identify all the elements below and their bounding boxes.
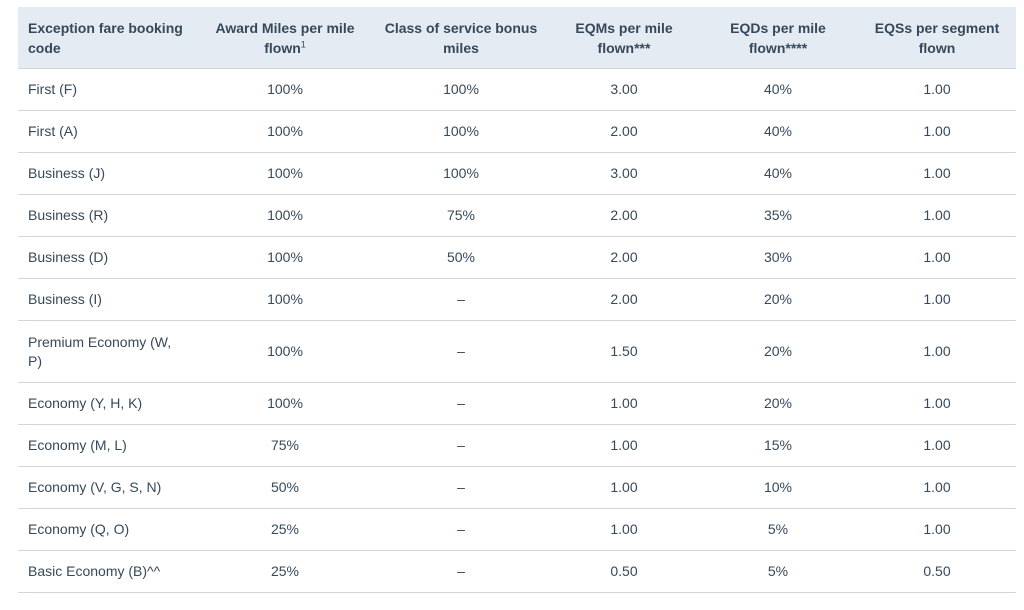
cell-eqss: 1.00 — [858, 320, 1016, 383]
table-row: Economy (Q, O) 25% – 1.00 5% 1.00 — [18, 508, 1016, 551]
header-eqms: EQMs per mile flown*** — [550, 7, 698, 69]
cell-booking-code: Premium Economy (W, P) — [18, 320, 198, 383]
cell-class-bonus: – — [372, 508, 550, 551]
cell-booking-code: Basic Economy (B)^^ — [18, 550, 198, 593]
cell-eqms: 1.00 — [550, 508, 698, 551]
cell-eqds: 40% — [698, 110, 858, 153]
cell-eqds: 20% — [698, 320, 858, 383]
table-row: Business (R) 100% 75% 2.00 35% 1.00 — [18, 194, 1016, 237]
table-row: Basic Economy (B)^^ 25% – 0.50 5% 0.50 — [18, 550, 1016, 593]
cell-class-bonus: 100% — [372, 110, 550, 153]
cell-eqss: 1.00 — [858, 424, 1016, 467]
cell-booking-code: Business (J) — [18, 152, 198, 195]
header-booking-code: Exception fare booking code — [18, 7, 198, 69]
cell-class-bonus: 75% — [372, 194, 550, 237]
cell-award-miles: 100% — [198, 278, 372, 321]
table-row: First (A) 100% 100% 2.00 40% 1.00 — [18, 110, 1016, 153]
cell-award-miles: 50% — [198, 466, 372, 509]
cell-award-miles: 100% — [198, 68, 372, 111]
cell-eqds: 40% — [698, 68, 858, 111]
header-row: Exception fare booking code Award Miles … — [18, 7, 1016, 69]
cell-award-miles: 25% — [198, 508, 372, 551]
header-class-bonus: Class of service bonus miles — [372, 7, 550, 69]
cell-eqds: 10% — [698, 466, 858, 509]
cell-award-miles: 100% — [198, 236, 372, 279]
table-row: Business (I) 100% – 2.00 20% 1.00 — [18, 278, 1016, 321]
cell-eqds: 30% — [698, 236, 858, 279]
table-row: Economy (V, G, S, N) 50% – 1.00 10% 1.00 — [18, 466, 1016, 509]
cell-class-bonus: – — [372, 320, 550, 383]
cell-class-bonus: 100% — [372, 152, 550, 195]
exception-fare-table: Exception fare booking code Award Miles … — [18, 7, 1016, 593]
table-row: Business (J) 100% 100% 3.00 40% 1.00 — [18, 152, 1016, 195]
cell-eqss: 1.00 — [858, 110, 1016, 153]
table-row: Economy (Y, H, K) 100% – 1.00 20% 1.00 — [18, 382, 1016, 425]
cell-eqms: 1.00 — [550, 382, 698, 425]
cell-booking-code: Economy (Q, O) — [18, 508, 198, 551]
header-award-miles-label: Award Miles per mile flown — [215, 19, 355, 56]
cell-booking-code: First (F) — [18, 68, 198, 111]
cell-class-bonus: 50% — [372, 236, 550, 279]
cell-class-bonus: 100% — [372, 68, 550, 111]
cell-award-miles: 100% — [198, 110, 372, 153]
cell-booking-code: Economy (M, L) — [18, 424, 198, 467]
cell-eqss: 1.00 — [858, 382, 1016, 425]
cell-award-miles: 100% — [198, 382, 372, 425]
cell-booking-code: Business (D) — [18, 236, 198, 279]
cell-eqds: 20% — [698, 278, 858, 321]
header-award-miles: Award Miles per mile flown1 — [198, 7, 372, 69]
cell-booking-code: Economy (Y, H, K) — [18, 382, 198, 425]
cell-eqss: 1.00 — [858, 466, 1016, 509]
cell-award-miles: 100% — [198, 320, 372, 383]
cell-eqss: 1.00 — [858, 194, 1016, 237]
cell-award-miles: 100% — [198, 194, 372, 237]
cell-class-bonus: – — [372, 382, 550, 425]
cell-award-miles: 25% — [198, 550, 372, 593]
cell-eqss: 0.50 — [858, 550, 1016, 593]
table-row: Economy (M, L) 75% – 1.00 15% 1.00 — [18, 424, 1016, 467]
cell-eqss: 1.00 — [858, 152, 1016, 195]
cell-award-miles: 75% — [198, 424, 372, 467]
cell-class-bonus: – — [372, 550, 550, 593]
cell-eqms: 1.00 — [550, 424, 698, 467]
cell-eqms: 2.00 — [550, 110, 698, 153]
table-row: First (F) 100% 100% 3.00 40% 1.00 — [18, 68, 1016, 111]
cell-booking-code: Economy (V, G, S, N) — [18, 466, 198, 509]
cell-class-bonus: – — [372, 278, 550, 321]
cell-eqds: 15% — [698, 424, 858, 467]
cell-eqms: 3.00 — [550, 152, 698, 195]
cell-booking-code: Business (R) — [18, 194, 198, 237]
table-header: Exception fare booking code Award Miles … — [18, 7, 1016, 69]
fare-table-container: Exception fare booking code Award Miles … — [18, 7, 1016, 593]
cell-eqss: 1.00 — [858, 236, 1016, 279]
cell-eqss: 1.00 — [858, 68, 1016, 111]
cell-class-bonus: – — [372, 424, 550, 467]
award-miles-footnote: 1 — [300, 38, 306, 49]
cell-eqds: 35% — [698, 194, 858, 237]
cell-eqss: 1.00 — [858, 278, 1016, 321]
cell-booking-code: Business (I) — [18, 278, 198, 321]
cell-eqms: 1.00 — [550, 466, 698, 509]
cell-class-bonus: – — [372, 466, 550, 509]
cell-award-miles: 100% — [198, 152, 372, 195]
header-eqss: EQSs per segment flown — [858, 7, 1016, 69]
cell-eqss: 1.00 — [858, 508, 1016, 551]
cell-booking-code: First (A) — [18, 110, 198, 153]
cell-eqds: 20% — [698, 382, 858, 425]
header-eqds: EQDs per mile flown**** — [698, 7, 858, 69]
cell-eqms: 2.00 — [550, 194, 698, 237]
cell-eqms: 0.50 — [550, 550, 698, 593]
table-row: Business (D) 100% 50% 2.00 30% 1.00 — [18, 236, 1016, 279]
cell-eqds: 40% — [698, 152, 858, 195]
cell-eqms: 3.00 — [550, 68, 698, 111]
table-body: First (F) 100% 100% 3.00 40% 1.00 First … — [18, 68, 1016, 593]
cell-eqms: 1.50 — [550, 320, 698, 383]
cell-eqms: 2.00 — [550, 236, 698, 279]
cell-eqds: 5% — [698, 508, 858, 551]
table-row: Premium Economy (W, P) 100% – 1.50 20% 1… — [18, 320, 1016, 383]
cell-eqds: 5% — [698, 550, 858, 593]
cell-eqms: 2.00 — [550, 278, 698, 321]
